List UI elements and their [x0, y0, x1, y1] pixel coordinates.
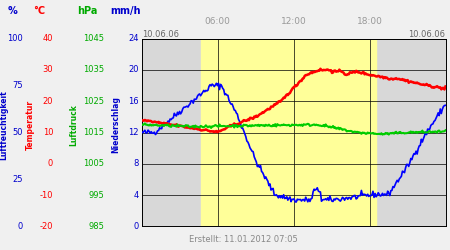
Text: hPa: hPa — [77, 6, 98, 16]
Text: Erstellt: 11.01.2012 07:05: Erstellt: 11.01.2012 07:05 — [189, 235, 297, 244]
Text: 1035: 1035 — [83, 66, 104, 74]
Text: 25: 25 — [12, 175, 22, 184]
Text: 1015: 1015 — [83, 128, 104, 137]
Text: Temperatur: Temperatur — [26, 100, 35, 150]
Text: 24: 24 — [128, 34, 139, 43]
Text: Niederschlag: Niederschlag — [112, 96, 121, 154]
Text: 0: 0 — [17, 222, 22, 231]
Text: 18:00: 18:00 — [356, 17, 382, 26]
Text: 0: 0 — [48, 159, 53, 168]
Text: 100: 100 — [7, 34, 22, 43]
Text: mm/h: mm/h — [110, 6, 140, 16]
Text: 10.06.06: 10.06.06 — [142, 30, 179, 38]
Text: 10.06.06: 10.06.06 — [409, 30, 446, 38]
Bar — [201, 39, 376, 226]
Text: -10: -10 — [40, 190, 53, 200]
Text: 1045: 1045 — [83, 34, 104, 43]
Text: 30: 30 — [42, 66, 53, 74]
Text: °C: °C — [33, 6, 45, 16]
Text: 1005: 1005 — [83, 159, 104, 168]
Text: 10: 10 — [43, 128, 53, 137]
Text: -20: -20 — [40, 222, 53, 231]
Text: 20: 20 — [128, 66, 139, 74]
Text: Luftfeuchtigkeit: Luftfeuchtigkeit — [0, 90, 8, 160]
Text: Luftdruck: Luftdruck — [69, 104, 78, 146]
Text: 75: 75 — [12, 81, 22, 90]
Text: 12: 12 — [128, 128, 139, 137]
Text: 12:00: 12:00 — [281, 17, 306, 26]
Text: 16: 16 — [128, 97, 139, 106]
Text: 0: 0 — [133, 222, 139, 231]
Text: 8: 8 — [133, 159, 139, 168]
Text: %: % — [8, 6, 18, 16]
Text: 06:00: 06:00 — [205, 17, 230, 26]
Text: 4: 4 — [133, 190, 139, 200]
Text: 985: 985 — [89, 222, 104, 231]
Text: 50: 50 — [12, 128, 22, 137]
Text: 995: 995 — [89, 190, 104, 200]
Text: 20: 20 — [43, 97, 53, 106]
Text: 1025: 1025 — [83, 97, 104, 106]
Text: 40: 40 — [43, 34, 53, 43]
